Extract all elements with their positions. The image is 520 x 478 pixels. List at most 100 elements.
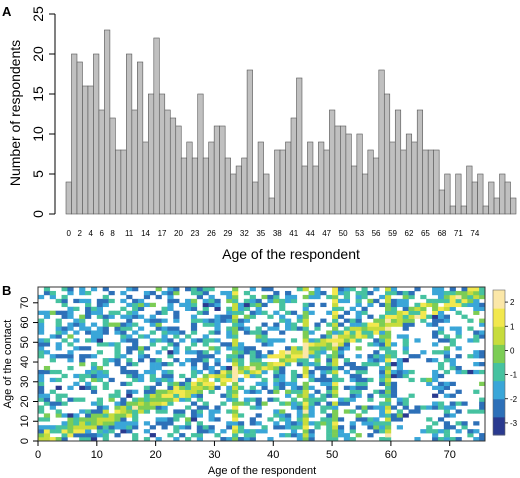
heatmap-cell: [373, 405, 380, 410]
heatmap-cell: [43, 287, 51, 292]
heatmap-cell: [332, 429, 339, 434]
heatmap-cell: [473, 310, 480, 315]
heatmap-cell: [432, 310, 439, 315]
color-tick-label: 0: [510, 346, 515, 355]
heatmap-cell: [232, 302, 239, 308]
heatmap-cell: [385, 350, 392, 355]
heatmap-cell: [332, 381, 339, 387]
panel-label-a: A: [2, 4, 12, 19]
heatmap-cell: [326, 354, 333, 359]
heatmap-cell: [449, 437, 456, 442]
heatmap-cell: [355, 377, 362, 383]
heatmap-cell: [379, 338, 386, 343]
heatmap-cell: [255, 334, 262, 339]
x-tick-label: 23: [191, 229, 200, 238]
bar: [285, 141, 292, 215]
heatmap-cell: [67, 350, 74, 355]
x-tick-label: 59: [388, 229, 397, 238]
heatmap-cell: [38, 346, 45, 351]
heatmap-cell: [320, 393, 327, 398]
heatmap-cell: [232, 409, 239, 414]
heatmap-cell: [149, 405, 156, 410]
heatmap-cell: [255, 405, 262, 410]
heatmap-cell: [232, 358, 239, 363]
heatmap-cell: [443, 306, 451, 311]
bar: [296, 77, 303, 215]
heatmap-cell: [73, 381, 80, 387]
x-tick-label: 26: [207, 229, 216, 238]
heatmap-cell: [126, 381, 133, 387]
x-tick-label: 0: [67, 229, 72, 238]
heatmap-cell: [385, 342, 392, 347]
heatmap-cell: [126, 393, 133, 398]
heatmap-cell: [361, 421, 368, 426]
heatmap-cell: [349, 322, 356, 327]
heatmap-cell: [379, 365, 386, 371]
heatmap-cell: [296, 373, 303, 379]
heatmap-cell: [85, 369, 92, 375]
heatmap-cell: [90, 306, 98, 311]
heatmap-cell: [390, 389, 398, 394]
bar: [411, 141, 418, 215]
heatmap-cell: [373, 326, 380, 331]
heatmap-cell: [308, 409, 315, 414]
heatmap-cell: [379, 358, 386, 363]
heatmap-cell: [232, 381, 239, 387]
heatmap-cell: [332, 334, 339, 339]
heatmap-cell: [443, 425, 451, 430]
heatmap-cell: [261, 354, 268, 359]
heatmap-cell: [461, 294, 468, 300]
heatmap-cell: [337, 287, 345, 292]
heatmap-cell: [167, 362, 174, 367]
heatmap-cell: [290, 405, 298, 410]
heatmap-cell: [479, 287, 486, 292]
bar: [345, 133, 352, 215]
y-tick-label: 50: [19, 336, 31, 348]
heatmap-cell: [173, 310, 180, 315]
heatmap-cell: [308, 346, 315, 351]
heatmap-cell: [461, 425, 468, 430]
heatmap-cell: [402, 290, 409, 296]
heatmap-cell: [214, 346, 221, 351]
heatmap-cell: [155, 294, 162, 300]
heatmap-cell: [290, 401, 298, 406]
heatmap-cell: [90, 330, 98, 335]
heatmap-cell: [120, 365, 127, 371]
heatmap-cell: [320, 318, 327, 323]
heatmap-cell: [43, 429, 51, 434]
heatmap-cell: [437, 405, 445, 410]
heatmap-cell: [232, 433, 239, 438]
heatmap-cell: [385, 318, 392, 323]
heatmap-cell: [390, 322, 398, 327]
heatmap-cell: [437, 298, 445, 304]
heatmap-cell: [408, 310, 415, 315]
heatmap-cell: [332, 346, 339, 351]
heatmap-cell: [308, 433, 315, 438]
heatmap-cell: [326, 294, 333, 300]
heatmap-cell: [326, 338, 333, 343]
heatmap-cell: [226, 290, 233, 296]
heatmap-cell: [385, 421, 392, 426]
heatmap-cell: [55, 385, 62, 390]
heatmap-cell: [67, 365, 74, 371]
heatmap-cell: [349, 338, 356, 343]
heatmap-cell: [73, 413, 80, 418]
heatmap-cell: [38, 433, 45, 438]
bar: [246, 69, 253, 215]
heatmap-cell: [255, 302, 262, 308]
heatmap-cell: [255, 401, 262, 406]
heatmap-cell: [179, 409, 186, 414]
heatmap-cell: [161, 346, 168, 351]
color-tick-label: -2: [510, 395, 518, 404]
heatmap-cell: [73, 421, 80, 426]
heatmap-cell: [449, 381, 456, 387]
heatmap-cell: [137, 377, 145, 383]
heatmap-cell: [108, 342, 115, 347]
heatmap-cell: [349, 437, 356, 442]
heatmap-cell: [479, 302, 486, 308]
heatmap-cell: [232, 373, 239, 379]
heatmap-cell: [343, 342, 351, 347]
heatmap-cell: [343, 287, 351, 292]
heatmap-cell: [67, 417, 74, 422]
heatmap-cell: [467, 354, 474, 359]
